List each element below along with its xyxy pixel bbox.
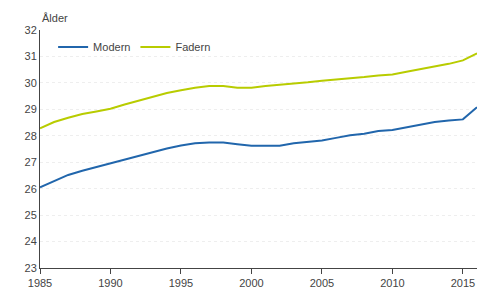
svg-text:28: 28 — [25, 130, 37, 142]
svg-text:24: 24 — [25, 235, 37, 247]
svg-text:2005: 2005 — [310, 277, 334, 289]
svg-text:27: 27 — [25, 156, 37, 168]
svg-text:31: 31 — [25, 50, 37, 62]
svg-text:2015: 2015 — [451, 277, 475, 289]
svg-text:30: 30 — [25, 77, 37, 89]
svg-text:26: 26 — [25, 183, 37, 195]
svg-text:2000: 2000 — [239, 277, 263, 289]
svg-text:Modern: Modern — [93, 41, 130, 53]
svg-text:2010: 2010 — [380, 277, 404, 289]
svg-text:29: 29 — [25, 103, 37, 115]
svg-text:1990: 1990 — [98, 277, 122, 289]
svg-text:25: 25 — [25, 209, 37, 221]
svg-text:1985: 1985 — [28, 277, 52, 289]
svg-text:23: 23 — [25, 262, 37, 274]
svg-text:1995: 1995 — [169, 277, 193, 289]
svg-text:Ålder: Ålder — [42, 12, 68, 24]
svg-text:Fadern: Fadern — [175, 41, 210, 53]
svg-text:32: 32 — [25, 24, 37, 36]
